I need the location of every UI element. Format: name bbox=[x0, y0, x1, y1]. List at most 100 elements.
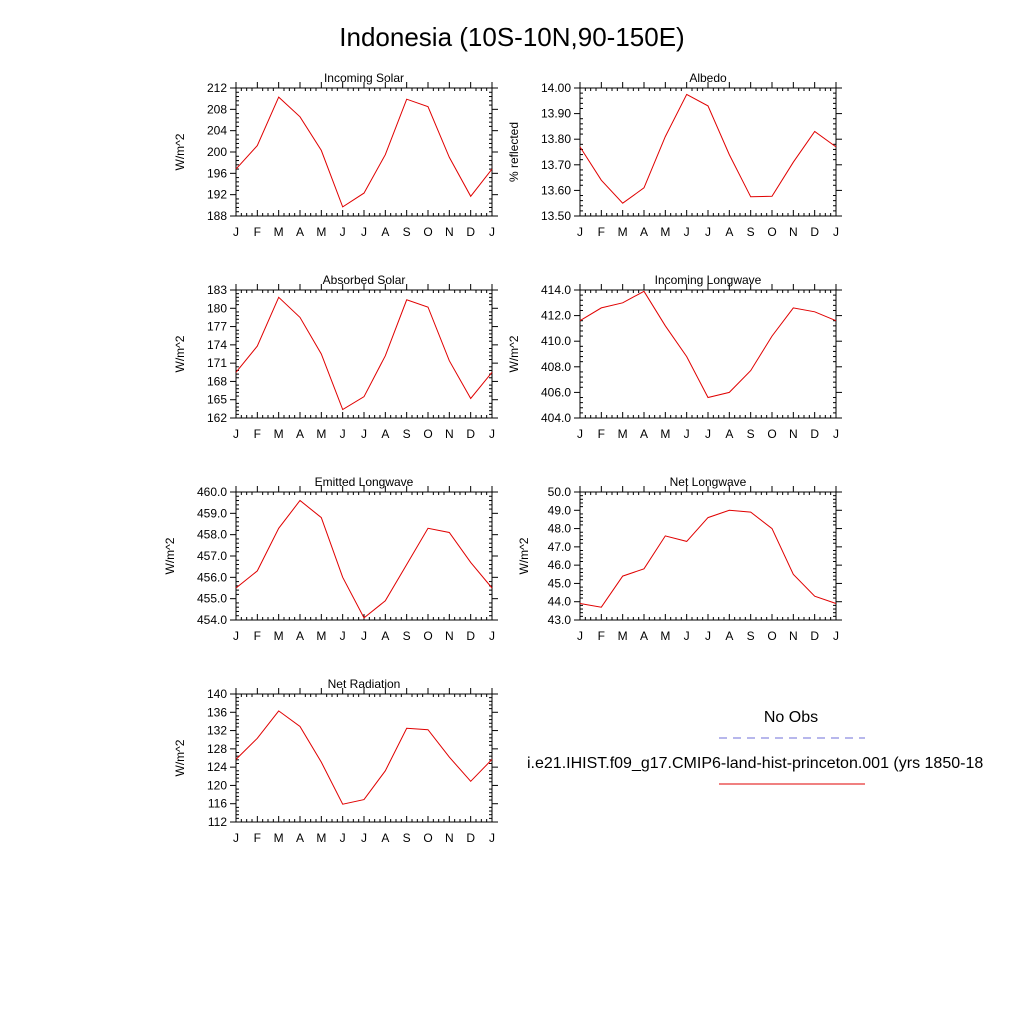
x-tick-label: J bbox=[361, 225, 367, 239]
y-tick-label: 48.0 bbox=[548, 522, 572, 536]
x-tick-label: F bbox=[598, 629, 605, 643]
y-tick-label: 460.0 bbox=[197, 485, 227, 499]
x-tick-label: J bbox=[233, 427, 239, 441]
x-tick-label: A bbox=[296, 629, 304, 643]
x-tick-label: O bbox=[423, 427, 432, 441]
x-tick-label: J bbox=[340, 225, 346, 239]
x-tick-label: F bbox=[254, 427, 261, 441]
x-tick-label: S bbox=[403, 427, 411, 441]
x-tick-label: O bbox=[423, 831, 432, 845]
chart-title: Emitted Longwave bbox=[315, 475, 414, 489]
x-tick-label: A bbox=[381, 427, 389, 441]
x-tick-label: M bbox=[274, 225, 284, 239]
series-line bbox=[579, 509, 837, 608]
x-tick-label: S bbox=[747, 225, 755, 239]
y-tick-label: 204 bbox=[207, 124, 227, 138]
x-tick-label: S bbox=[403, 225, 411, 239]
chart-title: Albedo bbox=[689, 71, 727, 85]
y-tick-label: 168 bbox=[207, 374, 227, 388]
x-tick-label: M bbox=[660, 427, 670, 441]
plot-frame bbox=[235, 491, 493, 621]
x-tick-label: J bbox=[833, 225, 839, 239]
y-tick-label: 50.0 bbox=[548, 485, 572, 499]
x-tick-label: D bbox=[466, 225, 475, 239]
x-tick-label: S bbox=[747, 427, 755, 441]
chart-title: Net Radiation bbox=[328, 677, 401, 691]
x-tick-label: O bbox=[767, 427, 776, 441]
x-tick-label: O bbox=[767, 629, 776, 643]
x-tick-label: N bbox=[445, 831, 454, 845]
x-tick-label: J bbox=[833, 427, 839, 441]
x-tick-label: J bbox=[684, 427, 690, 441]
legend-model-label: i.e21.IHIST.f09_g17.CMIP6-land-hist-prin… bbox=[527, 755, 983, 772]
x-tick-label: D bbox=[810, 225, 819, 239]
x-tick-label: J bbox=[361, 831, 367, 845]
x-tick-label: A bbox=[725, 225, 733, 239]
x-tick-label: A bbox=[381, 629, 389, 643]
x-tick-label: J bbox=[233, 629, 239, 643]
x-tick-label: J bbox=[233, 225, 239, 239]
x-tick-label: J bbox=[833, 629, 839, 643]
x-tick-label: M bbox=[618, 225, 628, 239]
x-tick-label: O bbox=[423, 225, 432, 239]
x-tick-label: A bbox=[725, 629, 733, 643]
y-axis-label: W/m^2 bbox=[173, 335, 187, 372]
x-tick-label: M bbox=[274, 629, 284, 643]
y-tick-label: 183 bbox=[207, 283, 227, 297]
x-tick-label: J bbox=[233, 831, 239, 845]
plot-frame bbox=[235, 289, 493, 419]
legend-obs-label: No Obs bbox=[764, 709, 818, 726]
x-tick-label: A bbox=[640, 629, 648, 643]
y-axis-label: W/m^2 bbox=[517, 537, 531, 574]
y-tick-label: 412.0 bbox=[541, 309, 571, 323]
x-tick-label: S bbox=[403, 831, 411, 845]
y-tick-label: 43.0 bbox=[548, 613, 572, 627]
x-tick-label: D bbox=[466, 629, 475, 643]
y-tick-label: 212 bbox=[207, 81, 227, 95]
x-tick-label: F bbox=[254, 225, 261, 239]
y-tick-label: 454.0 bbox=[197, 613, 227, 627]
x-tick-label: M bbox=[660, 629, 670, 643]
y-tick-label: 47.0 bbox=[548, 540, 572, 554]
x-tick-label: N bbox=[445, 225, 454, 239]
series-line bbox=[579, 290, 837, 399]
x-tick-label: A bbox=[725, 427, 733, 441]
x-tick-label: M bbox=[274, 831, 284, 845]
series-line bbox=[235, 96, 493, 208]
y-tick-label: 177 bbox=[207, 320, 227, 334]
x-tick-label: J bbox=[489, 225, 495, 239]
y-tick-label: 406.0 bbox=[541, 385, 571, 399]
y-tick-label: 458.0 bbox=[197, 528, 227, 542]
y-tick-label: 208 bbox=[207, 102, 227, 116]
chart-title: Incoming Longwave bbox=[655, 273, 762, 287]
x-tick-label: S bbox=[403, 629, 411, 643]
y-tick-label: 45.0 bbox=[548, 576, 572, 590]
x-tick-label: D bbox=[810, 427, 819, 441]
y-tick-label: 408.0 bbox=[541, 360, 571, 374]
y-tick-label: 136 bbox=[207, 705, 227, 719]
x-tick-label: M bbox=[618, 629, 628, 643]
x-tick-label: M bbox=[316, 831, 326, 845]
x-tick-label: J bbox=[705, 225, 711, 239]
y-tick-label: 46.0 bbox=[548, 558, 572, 572]
x-tick-label: A bbox=[640, 427, 648, 441]
y-tick-label: 414.0 bbox=[541, 283, 571, 297]
x-tick-label: A bbox=[296, 225, 304, 239]
x-tick-label: J bbox=[684, 629, 690, 643]
y-tick-label: 140 bbox=[207, 687, 227, 701]
y-tick-label: 188 bbox=[207, 209, 227, 223]
x-tick-label: O bbox=[767, 225, 776, 239]
x-tick-label: J bbox=[489, 629, 495, 643]
legend: No Obs i.e21.IHIST.f09_g17.CMIP6-land-hi… bbox=[527, 709, 983, 785]
y-tick-label: 132 bbox=[207, 724, 227, 738]
y-tick-label: 124 bbox=[207, 760, 227, 774]
x-tick-label: N bbox=[445, 427, 454, 441]
y-tick-label: 171 bbox=[207, 356, 227, 370]
